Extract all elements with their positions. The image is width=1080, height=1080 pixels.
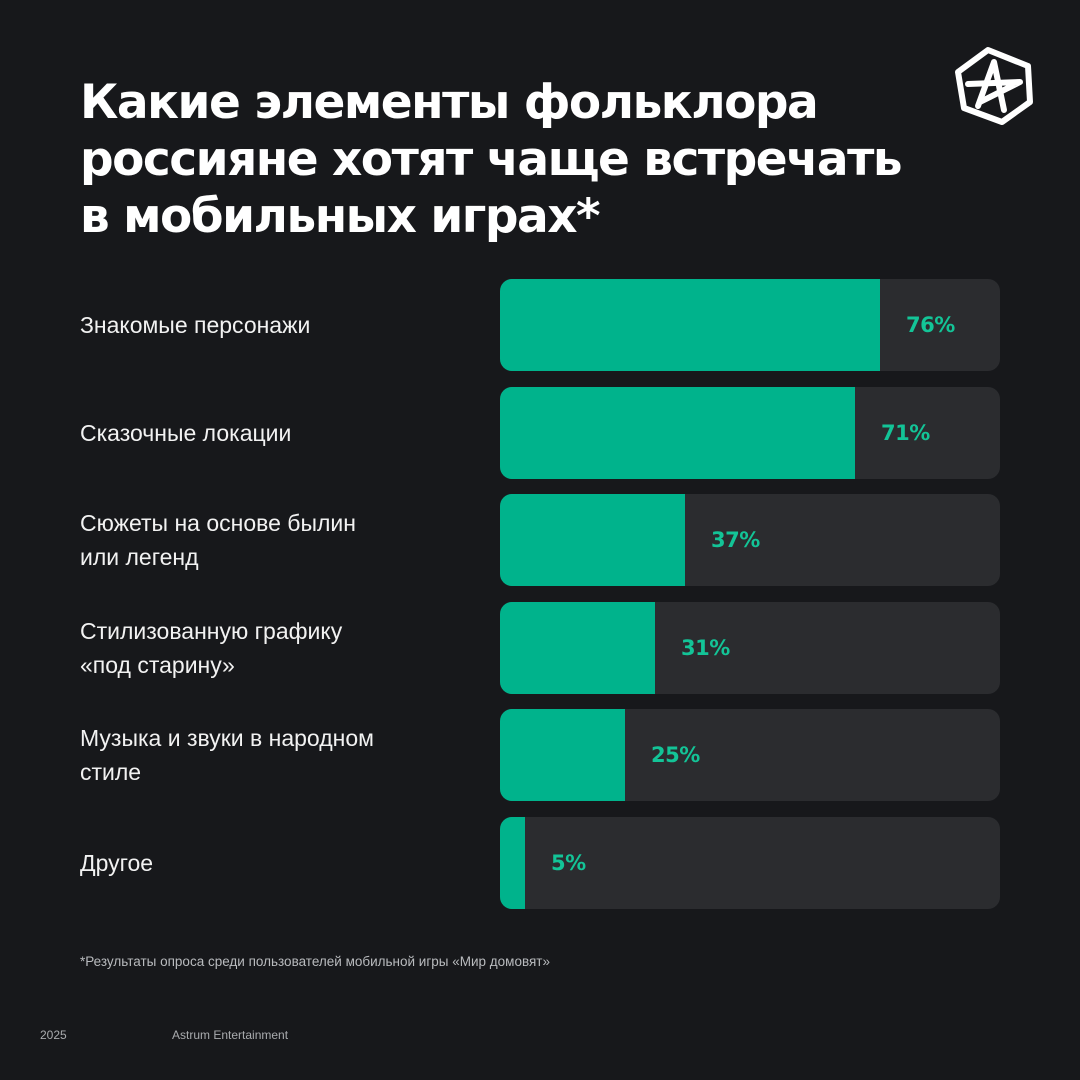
footer-company: Astrum Entertainment (172, 1028, 289, 1042)
bar-value-label: 25% (651, 743, 700, 768)
bar-row: Другое 5% (0, 817, 1080, 909)
bar-row: Стилизованную графику «под старину» 31% (0, 601, 1080, 694)
bar-value-label: 37% (711, 528, 760, 553)
bar-row: Сюжеты на основе былин или легенд 37% (0, 494, 1080, 587)
bar-value-label: 76% (906, 313, 955, 337)
bar-category-text: Сюжеты на основе былин или легенд (80, 510, 356, 571)
bar-category-label: Музыка и звуки в народном стиле (80, 709, 440, 801)
bar (500, 709, 625, 802)
bar-value-label: 71% (881, 420, 930, 445)
bar (500, 817, 525, 909)
bar (500, 494, 685, 587)
bar-row: Знакомые персонажи 76% (0, 279, 1080, 371)
bar-category-text: Стилизованную графику «под старину» (80, 617, 343, 678)
bar-category-label: Знакомые персонажи (80, 279, 440, 371)
footnote: *Результаты опроса среди пользователей м… (80, 954, 550, 969)
bar-category-text: Музыка и звуки в народном стиле (80, 725, 374, 786)
bar-category-label: Сюжеты на основе былин или легенд (80, 494, 440, 586)
bar-track: 25% (500, 709, 1000, 802)
bar-track: 5% (500, 817, 1000, 909)
bar-row: Музыка и звуки в народном стиле 25% (0, 709, 1080, 802)
bar-category-text: Другое (80, 850, 154, 876)
bar-track: 37% (500, 494, 1000, 587)
footer-year: 2025 (40, 1028, 67, 1042)
bar (500, 386, 855, 479)
bar (500, 601, 655, 694)
bar-category-text: Знакомые персонажи (80, 312, 311, 338)
bar-category-label: Стилизованную графику «под старину» (80, 602, 440, 694)
bar (500, 279, 880, 371)
bar-value-label: 5% (551, 851, 586, 875)
bar-category-label: Сказочные локации (80, 387, 440, 479)
bar-value-label: 31% (681, 635, 730, 660)
bar-row: Сказочные локации 71% (0, 386, 1080, 479)
bar-track: 71% (500, 386, 1000, 479)
bar-track: 76% (500, 279, 1000, 371)
bar-category-label: Другое (80, 817, 440, 909)
bar-category-text: Сказочные локации (80, 419, 292, 446)
star-a-logo-icon (955, 47, 1033, 125)
bar-track: 31% (500, 601, 1000, 694)
page-title: Какие элементы фольклора россияне хотят … (80, 75, 903, 244)
